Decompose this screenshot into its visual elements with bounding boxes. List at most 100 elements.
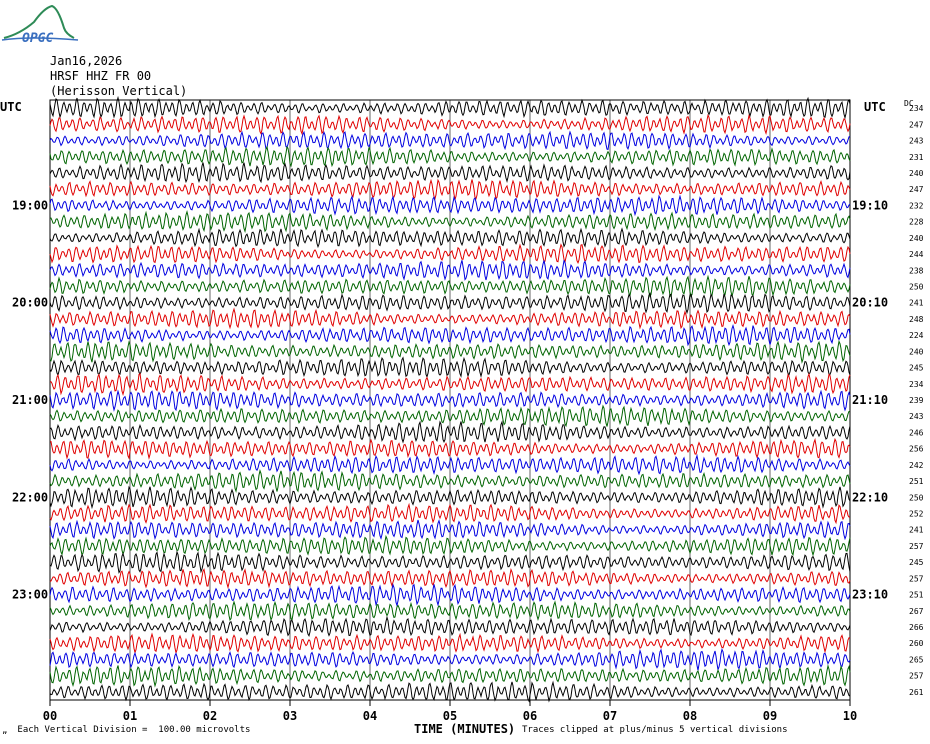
seismic-trace: [49, 95, 851, 120]
dc-value: 267: [909, 607, 924, 616]
dc-value: 231: [909, 153, 924, 162]
right-hour-label: 21:10: [852, 393, 888, 407]
x-tick-label: 04: [363, 709, 377, 723]
seismic-trace: [49, 420, 851, 444]
seismic-trace: [49, 259, 851, 281]
utc-left-label: UTC: [0, 100, 22, 114]
seismic-trace: [49, 356, 851, 379]
header-station: HRSF HHZ FR 00: [50, 69, 152, 83]
dc-value: 228: [909, 218, 924, 227]
seismic-trace: [49, 648, 851, 672]
seismic-trace: [49, 178, 851, 201]
right-hour-label: 19:10: [852, 198, 888, 212]
seismic-trace: [49, 437, 851, 460]
dc-value: 265: [909, 655, 924, 664]
seismic-trace: [49, 404, 851, 428]
dc-value: 257: [909, 574, 924, 583]
seismic-trace: [49, 519, 851, 541]
dc-value: 251: [909, 477, 924, 486]
seismic-trace: [49, 453, 851, 476]
dc-value: 256: [909, 445, 924, 454]
right-hour-label: 23:10: [852, 588, 888, 602]
dc-value: 244: [909, 250, 924, 259]
footer-mark: „: [2, 726, 8, 736]
x-tick-label: 07: [603, 709, 617, 723]
seismic-trace: [49, 485, 851, 510]
seismic-trace: [49, 568, 851, 590]
seismic-trace: [49, 664, 851, 688]
dc-value: 250: [909, 282, 924, 291]
seismic-trace: [49, 469, 851, 494]
dc-value: 243: [909, 137, 924, 146]
seismic-trace: [49, 323, 851, 347]
dc-header: DC: [904, 99, 914, 108]
dc-value: 240: [909, 169, 924, 178]
dc-value: 252: [909, 510, 924, 519]
left-hour-label: 22:00: [12, 490, 48, 504]
dc-value: 260: [909, 639, 924, 648]
x-tick-label: 03: [283, 709, 297, 723]
seismic-trace: [49, 130, 851, 151]
x-axis-label: TIME (MINUTES): [414, 722, 516, 736]
trace-group: [49, 95, 851, 703]
seismic-trace: [49, 292, 851, 315]
seismic-trace: [49, 389, 851, 412]
dc-value: 242: [909, 461, 924, 470]
dc-value: 234: [909, 380, 924, 389]
seismic-trace: [49, 502, 851, 525]
x-tick-label: 05: [443, 709, 457, 723]
seismic-trace: [49, 162, 851, 184]
left-hour-label: 21:00: [12, 393, 48, 407]
seismic-trace: [49, 583, 851, 608]
dc-value: 246: [909, 428, 924, 437]
clip-note: Traces clipped at plus/minus 5 vertical …: [522, 725, 788, 735]
dc-value: 240: [909, 347, 924, 356]
x-tick-label: 09: [763, 709, 777, 723]
dc-value: 234: [909, 104, 924, 113]
dc-value: 245: [909, 364, 924, 373]
dc-value: 247: [909, 120, 924, 129]
dc-value: 241: [909, 299, 924, 308]
dc-value: 248: [909, 315, 924, 324]
row-labels: 19:00 20:00 21:00 22:00 23:00 19:10 20:10 21:10…: [12, 104, 924, 697]
dc-value: 232: [909, 201, 924, 210]
dc-value: 257: [909, 542, 924, 551]
seismic-trace: [49, 534, 851, 557]
seismic-trace: [49, 194, 851, 217]
seismic-trace: [49, 113, 851, 136]
seismic-trace: [49, 227, 851, 249]
x-tick-label: 10: [843, 709, 857, 723]
logo-text: OPGC: [22, 31, 53, 46]
opgc-logo: OPGC: [1, 4, 79, 46]
x-tick-label: 00: [43, 709, 57, 723]
scale-note: Each Vertical Division = 100.00 microvol…: [12, 725, 251, 735]
x-axis-ticks: 00 01 02 03 04 05 06 07 08 09 10: [43, 700, 857, 723]
dc-value: 243: [909, 412, 924, 421]
x-tick-label: 08: [683, 709, 697, 723]
seismic-trace: [49, 550, 851, 574]
dc-value: 266: [909, 623, 924, 632]
left-hour-label: 20:00: [12, 296, 48, 310]
seismic-trace: [49, 680, 851, 703]
dc-value: 241: [909, 526, 924, 535]
x-tick-label: 02: [203, 709, 217, 723]
x-tick-label: 01: [123, 709, 137, 723]
dc-value: 245: [909, 558, 924, 567]
dc-value: 240: [909, 234, 924, 243]
seismic-trace: [49, 372, 851, 397]
utc-right-label: UTC: [864, 100, 886, 114]
seismic-trace: [49, 210, 851, 234]
dc-value: 250: [909, 493, 924, 502]
dc-value: 238: [909, 266, 924, 275]
left-hour-label: 19:00: [12, 198, 48, 212]
seismic-trace: [49, 274, 851, 298]
left-hour-label: 23:00: [12, 588, 48, 602]
dc-value: 261: [909, 688, 924, 697]
dc-value: 257: [909, 672, 924, 681]
seismic-trace: [49, 339, 851, 364]
dc-value: 247: [909, 185, 924, 194]
dc-value: 239: [909, 396, 924, 405]
dc-value: 224: [909, 331, 924, 340]
seismic-trace: [49, 307, 851, 330]
